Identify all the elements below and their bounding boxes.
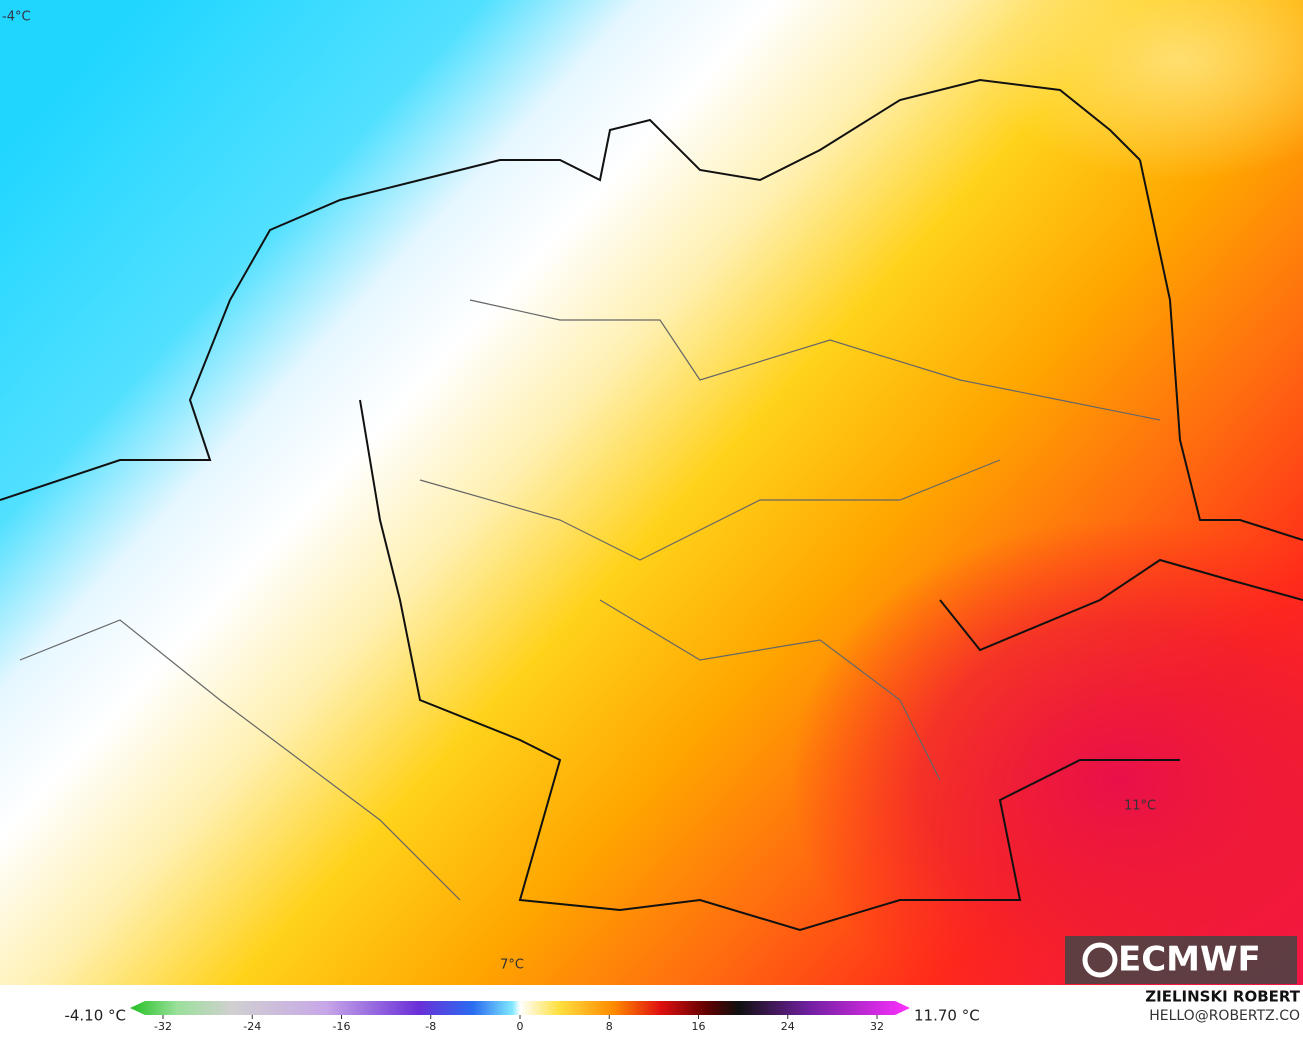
map-label: 11°C <box>1124 799 1156 814</box>
warm-core <box>790 520 1303 1039</box>
colorbar-tick-label: -24 <box>243 1020 261 1033</box>
colorbar <box>130 1001 910 1015</box>
colorbar-tick-label: -8 <box>425 1020 436 1033</box>
logo-text: ECMWF <box>1118 940 1261 980</box>
logo-icon <box>1082 942 1118 978</box>
colorbar-tick-label: -16 <box>333 1020 351 1033</box>
colorbar-tick-label: 8 <box>606 1020 613 1033</box>
map-label: 7°C <box>500 958 524 973</box>
colorbar-tick-label: 16 <box>692 1020 706 1033</box>
borders <box>19 299 1161 901</box>
legend-max: 11.70 °C <box>914 1007 980 1025</box>
colorbar-tick-label: -32 <box>154 1020 172 1033</box>
coastline <box>0 78 1303 932</box>
colorbar-tick-label: 0 <box>517 1020 524 1033</box>
legend-min: -4.10 °C <box>64 1007 126 1025</box>
map-label: -4°C <box>2 10 31 25</box>
logo: ECMWF <box>1065 936 1297 984</box>
colorbar-tick-label: 24 <box>781 1020 795 1033</box>
colorbar-ticks: -32 -24 -16 -8 0 8 16 24 32 <box>154 1015 884 1033</box>
warm-north <box>980 0 1303 180</box>
colorbar-tick-label: 32 <box>870 1020 884 1033</box>
credit-email: HELLO@ROBERTZ.CO <box>1149 1008 1300 1024</box>
credit-name: ZIELINSKI ROBERT <box>1145 988 1300 1006</box>
